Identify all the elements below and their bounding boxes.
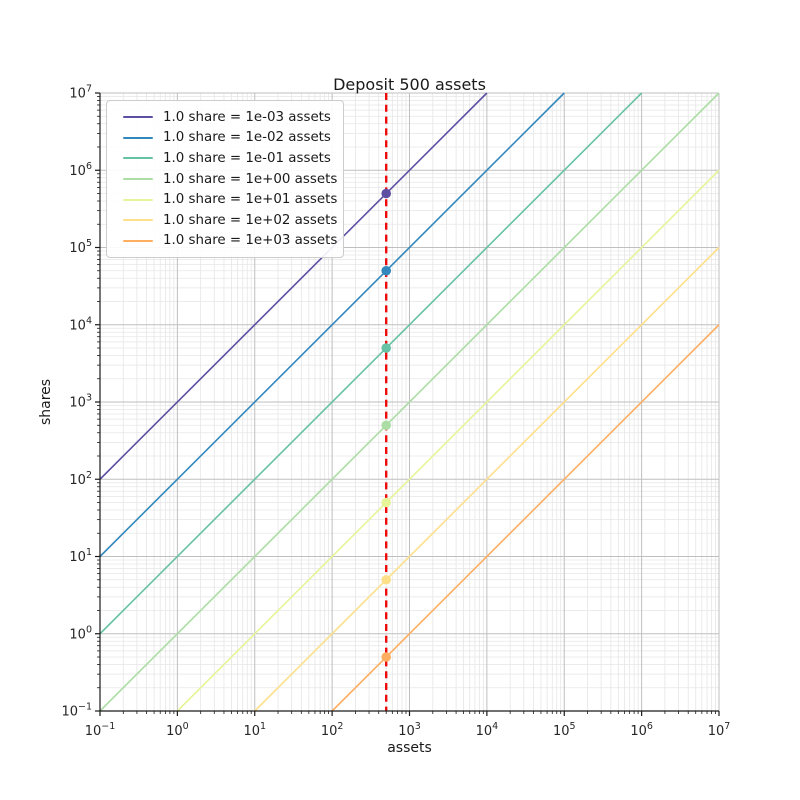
intersection-dot (381, 265, 392, 276)
legend-line-swatch (123, 157, 153, 160)
y-axis-label: shares (38, 378, 54, 426)
y-tick-label: 102 (69, 470, 92, 488)
x-tick-label: 10−1 (85, 721, 116, 739)
intersection-dot (381, 652, 392, 662)
legend-label: 1.0 share = 1e-03 assets (163, 109, 331, 125)
series-line (99, 92, 565, 558)
series-line (99, 92, 488, 480)
legend-item: 1.0 share = 1e-03 assets (115, 107, 335, 128)
legend-label: 1.0 share = 1e+01 assets (163, 192, 338, 208)
y-tick-label: 104 (69, 315, 92, 333)
x-tick-label: 102 (321, 721, 344, 739)
chart-title: Deposit 500 assets (333, 75, 486, 94)
legend-item: 1.0 share = 1e+03 assets (115, 231, 338, 252)
y-tick-label: 107 (69, 84, 92, 102)
intersection-dot (381, 420, 392, 431)
legend-label: 1.0 share = 1e-01 assets (163, 150, 331, 166)
legend-item: 1.0 share = 1e+01 assets (115, 189, 338, 210)
legend-line-swatch (123, 239, 153, 242)
legend-item: 1.0 share = 1e+02 assets (115, 210, 338, 231)
legend-item: 1.0 share = 1e+00 assets (115, 169, 338, 190)
intersection-dot (381, 188, 392, 199)
legend-label: 1.0 share = 1e+02 assets (163, 212, 338, 228)
y-tick-label: 100 (69, 624, 92, 642)
legend-item: 1.0 share = 1e-01 assets (115, 148, 335, 169)
x-tick-label: 101 (243, 721, 266, 739)
y-tick-label: 105 (69, 238, 92, 256)
y-tick-label: 101 (69, 547, 92, 565)
series-line (254, 246, 720, 712)
legend-line-swatch (123, 136, 153, 139)
y-tick-label: 10−1 (61, 702, 92, 720)
legend: 1.0 share = 1e-03 assets 1.0 share = 1e-0… (106, 100, 344, 259)
y-tick-label: 103 (69, 393, 92, 411)
legend-label: 1.0 share = 1e+03 assets (163, 233, 338, 249)
x-tick-label: 106 (630, 721, 653, 739)
legend-line-swatch (123, 198, 153, 201)
intersection-dot (381, 574, 392, 585)
legend-line-swatch (123, 116, 153, 119)
intersection-dot (381, 343, 392, 353)
x-tick-label: 103 (398, 721, 421, 739)
x-tick-label: 100 (166, 721, 189, 739)
series-line (99, 92, 720, 712)
legend-label: 1.0 share = 1e-02 assets (163, 130, 331, 146)
x-tick-label: 104 (476, 721, 499, 739)
series-line (331, 324, 720, 712)
series-line (99, 92, 643, 635)
legend-label: 1.0 share = 1e+00 assets (163, 171, 338, 187)
series-line (176, 169, 720, 712)
legend-line-swatch (123, 219, 153, 222)
x-axis-label: assets (387, 740, 432, 756)
y-tick-label: 106 (69, 161, 92, 179)
intersection-dot (381, 497, 392, 508)
legend-line-swatch (123, 178, 153, 181)
legend-item: 1.0 share = 1e-02 assets (115, 128, 335, 149)
x-tick-label: 107 (708, 721, 731, 739)
x-tick-label: 105 (553, 721, 576, 739)
